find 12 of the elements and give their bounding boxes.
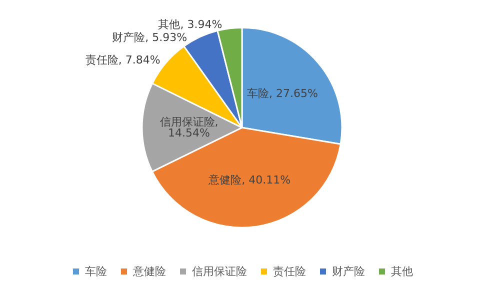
data-label: 车险, 27.65% <box>246 86 318 100</box>
data-label: 责任险, 7.84% <box>85 54 160 67</box>
data-label: 信用保证险, 14.54% <box>160 116 218 140</box>
legend-label: 意健险 <box>132 265 166 278</box>
legend-label: 财产险 <box>332 265 365 278</box>
legend-label: 信用保证险 <box>192 265 247 278</box>
data-label: 其他, 3.94% <box>158 18 222 31</box>
legend-label: 其他 <box>391 265 413 278</box>
data-label: 意健险, 40.11% <box>208 174 291 187</box>
legend-label: 车险 <box>85 265 107 278</box>
data-label: 财产险, 5.93% <box>112 30 188 44</box>
legend-label: 责任险 <box>273 265 306 278</box>
